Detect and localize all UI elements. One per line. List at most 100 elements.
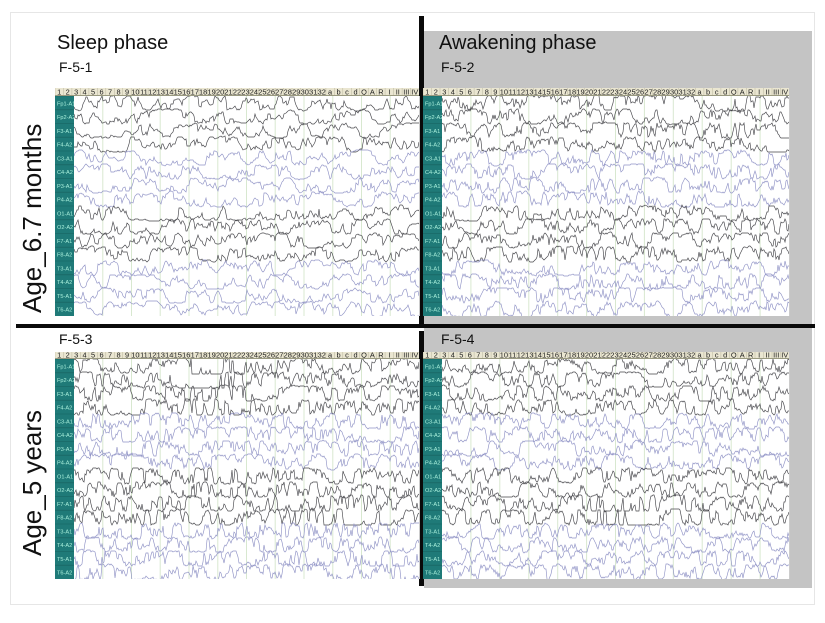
svg-text:Fp2-A2: Fp2-A2: [57, 378, 74, 384]
svg-text:IV: IV: [781, 352, 788, 359]
svg-text:30: 30: [301, 352, 309, 359]
svg-text:32: 32: [318, 88, 326, 96]
svg-text:31: 31: [678, 88, 686, 96]
svg-text:T6-A2: T6-A2: [425, 571, 440, 577]
svg-text:12: 12: [517, 88, 525, 96]
svg-text:23: 23: [610, 352, 618, 359]
svg-text:25: 25: [627, 88, 635, 96]
svg-text:10: 10: [131, 88, 139, 96]
svg-text:II: II: [396, 352, 400, 359]
svg-text:14: 14: [534, 352, 542, 359]
svg-text:O1-A1: O1-A1: [425, 474, 441, 480]
svg-text:R: R: [748, 88, 753, 96]
svg-text:18: 18: [568, 88, 576, 96]
svg-text:21: 21: [593, 88, 601, 96]
svg-text:6: 6: [100, 352, 104, 359]
svg-text:8: 8: [116, 88, 120, 96]
svg-text:P3-A1: P3-A1: [425, 447, 441, 453]
svg-text:25: 25: [258, 88, 266, 96]
svg-text:F8-A2: F8-A2: [425, 516, 440, 522]
svg-text:II: II: [396, 88, 400, 96]
svg-text:T6-A2: T6-A2: [425, 308, 440, 314]
svg-text:F3-A1: F3-A1: [425, 392, 440, 398]
svg-text:10: 10: [500, 352, 508, 359]
svg-text:F7-A1: F7-A1: [425, 239, 440, 245]
svg-text:3: 3: [74, 352, 78, 359]
svg-text:12: 12: [148, 352, 156, 359]
svg-text:32: 32: [318, 352, 326, 359]
svg-text:16: 16: [551, 352, 559, 359]
svg-text:b: b: [706, 88, 710, 96]
svg-text:C3-A1: C3-A1: [57, 419, 73, 425]
svg-text:26: 26: [267, 352, 275, 359]
svg-text:20: 20: [585, 88, 593, 96]
svg-text:32: 32: [687, 352, 695, 359]
svg-text:5: 5: [459, 88, 463, 96]
svg-text:3: 3: [442, 88, 446, 96]
svg-text:b: b: [337, 352, 341, 359]
svg-text:III: III: [403, 352, 409, 359]
svg-text:24: 24: [250, 88, 258, 96]
svg-text:O2-A2: O2-A2: [425, 488, 441, 494]
svg-text:15: 15: [174, 352, 182, 359]
svg-text:1: 1: [425, 352, 429, 359]
svg-text:A: A: [740, 88, 745, 96]
svg-text:11: 11: [140, 88, 148, 96]
svg-text:8: 8: [485, 352, 489, 359]
svg-text:Fp2-A2: Fp2-A2: [57, 115, 74, 121]
svg-text:9: 9: [493, 88, 497, 96]
svg-text:P3-A1: P3-A1: [57, 447, 73, 453]
svg-text:20: 20: [216, 352, 224, 359]
svg-text:28: 28: [284, 352, 292, 359]
svg-text:24: 24: [250, 352, 258, 359]
svg-text:I: I: [758, 88, 760, 96]
svg-text:28: 28: [653, 88, 661, 96]
svg-text:I: I: [388, 352, 390, 359]
svg-text:8: 8: [116, 352, 120, 359]
svg-text:24: 24: [619, 88, 627, 96]
svg-text:18: 18: [199, 352, 207, 359]
svg-text:C4-A2: C4-A2: [425, 170, 441, 176]
svg-text:d: d: [353, 352, 357, 359]
svg-text:T4-A2: T4-A2: [425, 280, 440, 286]
svg-text:11: 11: [140, 352, 148, 359]
svg-text:23: 23: [241, 352, 249, 359]
svg-text:3: 3: [442, 352, 446, 359]
svg-text:22: 22: [602, 352, 610, 359]
svg-text:4: 4: [451, 88, 455, 96]
svg-text:III: III: [773, 352, 779, 359]
svg-text:29: 29: [661, 88, 669, 96]
svg-text:10: 10: [500, 88, 508, 96]
svg-text:9: 9: [125, 352, 129, 359]
svg-text:R: R: [378, 352, 383, 359]
svg-text:IV: IV: [411, 352, 418, 359]
svg-text:29: 29: [292, 88, 300, 96]
svg-text:Fp1-A1: Fp1-A1: [57, 101, 74, 107]
svg-text:Q: Q: [731, 352, 737, 359]
svg-text:20: 20: [585, 352, 593, 359]
svg-text:31: 31: [678, 352, 686, 359]
svg-text:P4-A2: P4-A2: [57, 461, 73, 467]
svg-text:F4-A2: F4-A2: [425, 143, 440, 149]
svg-text:C4-A2: C4-A2: [57, 170, 73, 176]
svg-text:5: 5: [91, 88, 95, 96]
svg-text:16: 16: [182, 88, 190, 96]
svg-text:C4-A2: C4-A2: [57, 433, 73, 439]
svg-text:c: c: [345, 88, 349, 96]
svg-text:26: 26: [267, 88, 275, 96]
svg-text:1: 1: [425, 88, 429, 96]
svg-text:1: 1: [57, 88, 61, 96]
svg-text:T5-A1: T5-A1: [57, 294, 72, 300]
svg-text:F8-A2: F8-A2: [425, 253, 440, 259]
svg-text:4: 4: [83, 88, 87, 96]
svg-text:15: 15: [542, 88, 550, 96]
svg-text:29: 29: [661, 352, 669, 359]
svg-text:P4-A2: P4-A2: [425, 198, 441, 204]
svg-text:F3-A1: F3-A1: [425, 129, 440, 135]
svg-text:T4-A2: T4-A2: [57, 280, 72, 286]
svg-text:III: III: [773, 88, 779, 96]
svg-text:T5-A1: T5-A1: [425, 557, 440, 563]
svg-text:22: 22: [233, 88, 241, 96]
svg-text:4: 4: [83, 352, 87, 359]
svg-text:T5-A1: T5-A1: [57, 557, 72, 563]
